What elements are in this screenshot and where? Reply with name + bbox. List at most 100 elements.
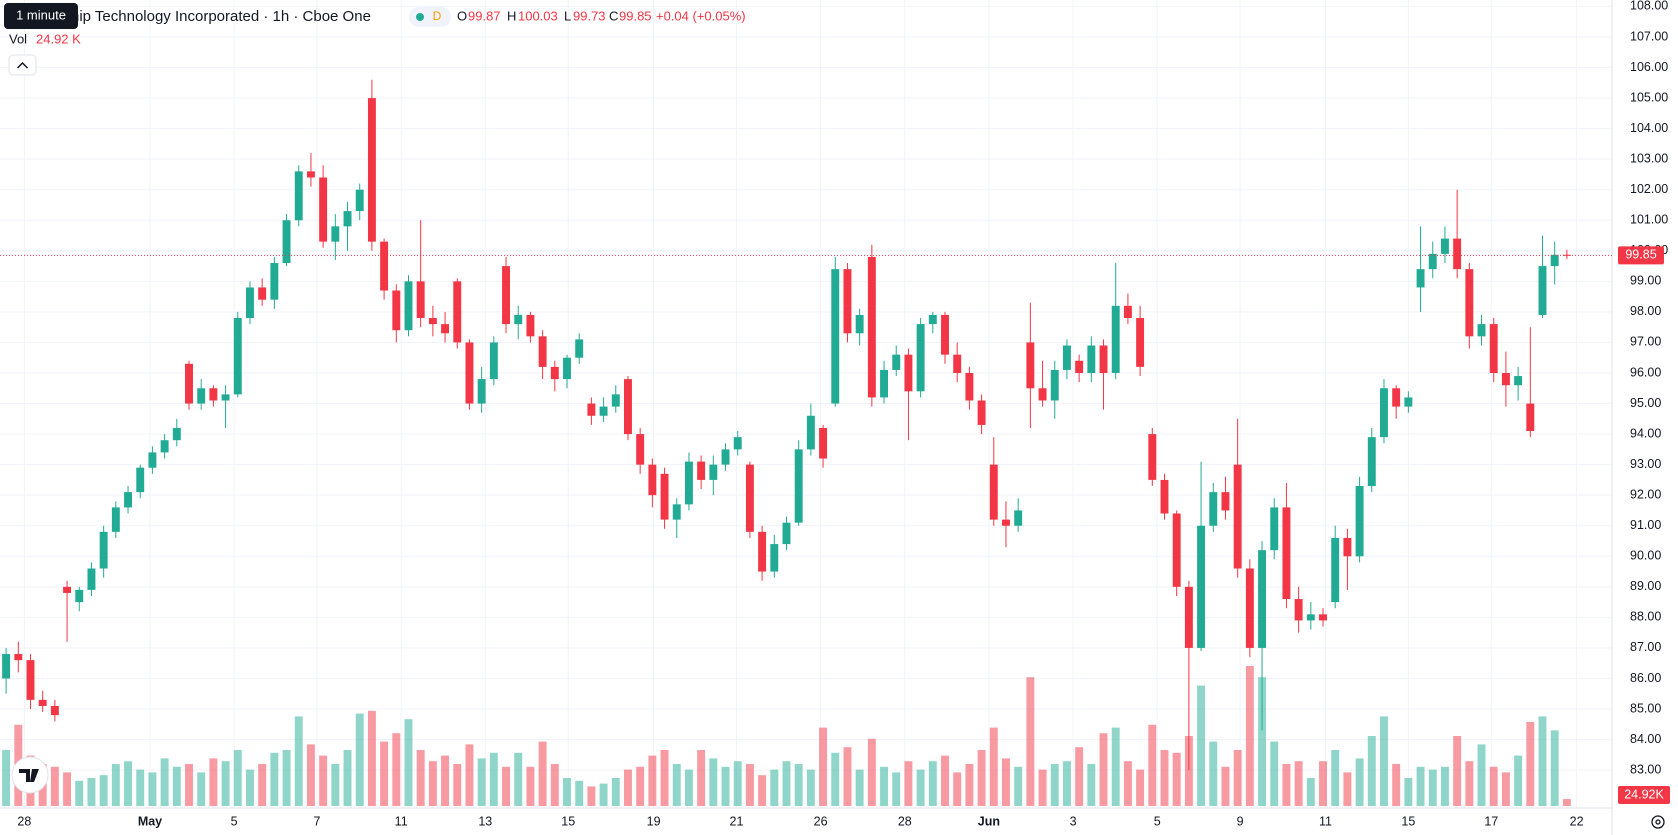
volume-bar <box>1404 778 1413 806</box>
y-tick-label: 93.00 <box>1630 457 1661 471</box>
candle-body <box>1319 614 1327 621</box>
candle-body <box>660 473 669 520</box>
volume-bar <box>294 716 303 806</box>
volume-bar <box>465 744 474 806</box>
logo-mark <box>19 769 39 782</box>
volume-bar <box>880 766 889 806</box>
y-tick-label: 102.00 <box>1630 182 1668 196</box>
volume-bar <box>63 772 72 806</box>
volume-bar <box>538 741 547 806</box>
candle-body <box>965 372 974 401</box>
candle-body <box>1123 305 1132 319</box>
close-label: C <box>609 8 618 23</box>
candle-body <box>136 467 145 493</box>
candle-body <box>50 705 59 716</box>
volume-bar <box>977 750 986 806</box>
volume-bar <box>319 755 328 806</box>
candle-body <box>148 452 157 468</box>
low-label: L <box>564 8 571 23</box>
y-tick-label: 88.00 <box>1630 610 1661 624</box>
candle-body <box>319 177 328 242</box>
y-tick-label: 105.00 <box>1630 90 1668 104</box>
volume-bar <box>648 755 657 806</box>
y-tick-label: 101.00 <box>1630 213 1668 227</box>
candle-body <box>416 281 425 319</box>
candle-body <box>160 440 169 453</box>
candle-body <box>1477 324 1486 337</box>
volume-bar <box>1075 747 1084 806</box>
candle-body <box>611 394 620 407</box>
volume-bar <box>1087 764 1096 806</box>
candle-body <box>1514 376 1523 386</box>
volume-bar <box>1184 736 1193 806</box>
candle-body <box>1111 305 1120 373</box>
volume-bar <box>1514 755 1523 806</box>
volume-bar <box>197 772 206 806</box>
y-tick-label: 103.00 <box>1630 151 1668 165</box>
volume-bar <box>392 733 401 806</box>
candle-body <box>1526 403 1535 432</box>
candle-body <box>258 287 267 300</box>
candle-body <box>758 531 767 572</box>
volume-bar <box>733 761 742 806</box>
y-tick-label: 108.00 <box>1630 0 1668 13</box>
candle-body <box>14 654 23 661</box>
low-value: 99.73 <box>573 8 606 23</box>
candle-body <box>1245 568 1254 648</box>
candle-body <box>63 586 72 593</box>
candle-body <box>1343 537 1352 557</box>
volume-bar <box>514 752 523 806</box>
collapse-icon <box>16 61 29 69</box>
volume-bar <box>587 786 596 806</box>
volume-bar <box>1380 716 1388 806</box>
candle-body <box>1258 550 1267 648</box>
high-label: H <box>507 8 516 23</box>
x-tick-label: 28 <box>17 814 31 828</box>
volume-bar <box>867 738 876 806</box>
x-tick-label: 13 <box>478 814 492 828</box>
x-tick-label: 5 <box>231 814 238 828</box>
candle-body <box>563 357 571 380</box>
candle-body <box>1489 324 1498 373</box>
candle-body <box>721 449 730 465</box>
status-pill[interactable] <box>409 7 451 27</box>
y-tick-label: 106.00 <box>1630 60 1668 74</box>
volume-bar <box>1465 761 1474 806</box>
volume-bar <box>209 758 218 806</box>
candle-body <box>2 654 11 679</box>
candle-body <box>636 434 645 465</box>
candle-body <box>172 427 181 441</box>
volume-bar <box>136 769 145 806</box>
collapse-button[interactable] <box>8 54 37 76</box>
volume-bar <box>550 764 559 806</box>
price-tag <box>1618 246 1664 265</box>
candle-body <box>355 189 364 212</box>
y-tick-label: 91.00 <box>1630 518 1661 532</box>
candle-body <box>770 544 779 572</box>
tooltip-box <box>4 3 78 29</box>
volume-value: 24.92 K <box>36 31 81 46</box>
candle-body <box>1404 397 1413 407</box>
candle-body <box>831 269 840 404</box>
y-tick-label: 90.00 <box>1630 549 1661 563</box>
volume-bar <box>636 766 645 806</box>
volume-bar <box>1038 769 1047 806</box>
volume-bar <box>1367 736 1376 806</box>
candle-body <box>587 403 596 416</box>
volume-bar <box>563 778 571 806</box>
settings-icon[interactable] <box>1651 815 1665 829</box>
volume-bar <box>75 780 84 806</box>
candle-body <box>733 437 742 450</box>
volume-bar <box>819 727 828 806</box>
y-tick-label: 87.00 <box>1630 640 1661 654</box>
volume-bar <box>172 766 181 806</box>
volume-bar <box>1392 764 1401 806</box>
x-tick-label: May <box>138 814 162 828</box>
volume-layer <box>2 666 1571 806</box>
candle-body <box>1075 360 1084 373</box>
candle-body <box>343 211 352 227</box>
candle-body <box>75 589 84 603</box>
candle-body <box>465 342 474 404</box>
volume-bar <box>770 769 779 806</box>
